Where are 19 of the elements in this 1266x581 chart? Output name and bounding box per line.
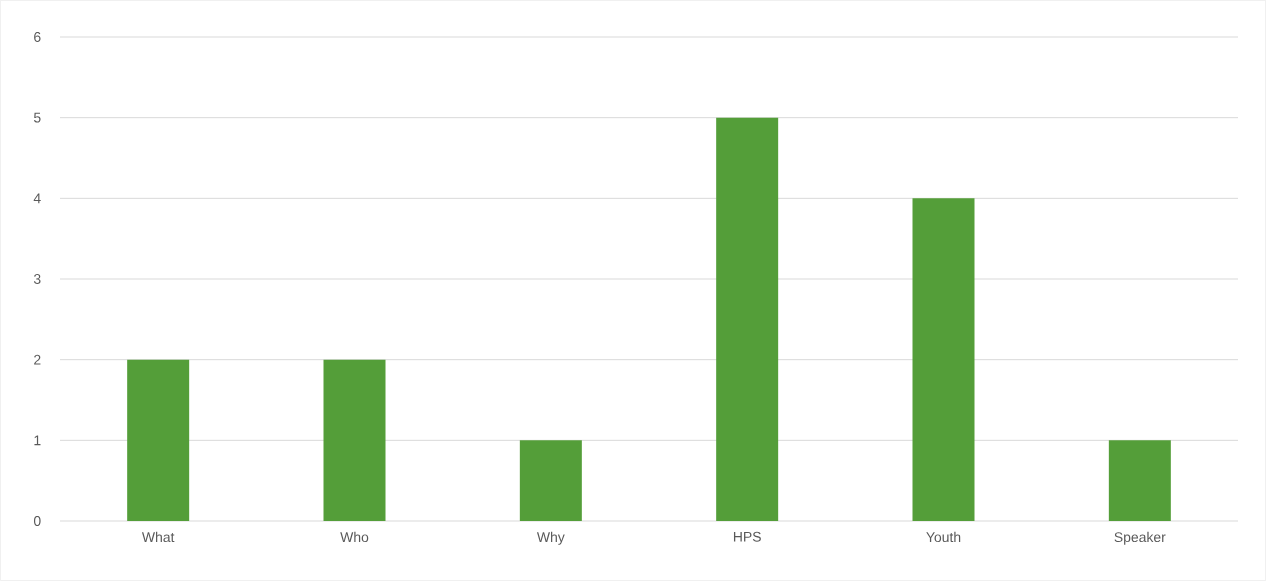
bar bbox=[519, 440, 582, 521]
y-tick-label: 2 bbox=[34, 354, 41, 365]
x-tick-label: Why bbox=[536, 531, 565, 545]
bar bbox=[127, 359, 190, 521]
x-tick-label: HPS bbox=[733, 531, 761, 542]
y-tick-label: 0 bbox=[33, 516, 41, 526]
x-tick-label: Speaker bbox=[1114, 531, 1166, 545]
x-tick-label: What bbox=[141, 531, 175, 543]
y-tick-label: 5 bbox=[33, 112, 41, 123]
y-tick-label: 6 bbox=[34, 32, 41, 42]
bar bbox=[323, 359, 386, 521]
x-tick-label: Youth bbox=[926, 531, 961, 543]
x-tick-label: Who bbox=[340, 531, 369, 543]
bar bbox=[1108, 440, 1171, 521]
bar bbox=[716, 117, 779, 521]
y-tick-label: 1 bbox=[34, 435, 41, 446]
bar bbox=[912, 198, 975, 521]
y-tick-label: 3 bbox=[33, 274, 41, 284]
y-tick-label: 4 bbox=[33, 193, 41, 204]
